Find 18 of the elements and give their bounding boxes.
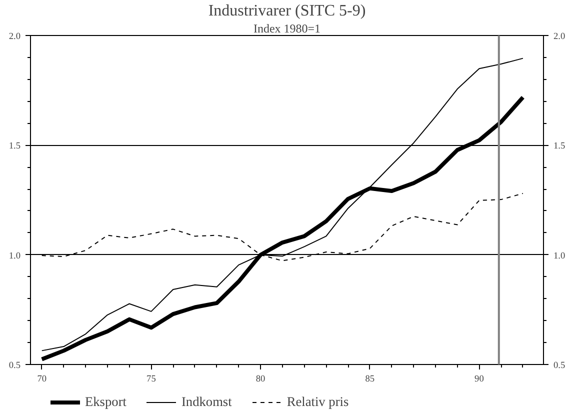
- y2-tick-label: 1.0: [554, 251, 566, 262]
- x-tick-label: 80: [256, 374, 266, 384]
- y2-tick-label: 1.5: [554, 142, 566, 152]
- x-tick-label: 85: [365, 374, 375, 384]
- y2-tick-label: 2.0: [554, 32, 566, 42]
- legend-label: Eksport: [85, 394, 126, 410]
- x-tick-label: 90: [474, 374, 484, 384]
- y-tick-label: 0.5: [8, 361, 21, 371]
- y-tick-label: 2.0: [8, 32, 21, 42]
- x-tick-label: 70: [37, 374, 47, 384]
- legend-label: Relativ pris: [286, 394, 349, 410]
- y-tick-label: 1.0: [8, 251, 21, 262]
- legend-label: Indkomst: [181, 394, 232, 410]
- chart-title: Industrivarer (SITC 5-9): [208, 2, 366, 20]
- x-tick-label: 75: [146, 374, 156, 384]
- y-tick-label: 1.5: [8, 142, 21, 152]
- chart-subtitle: Index 1980=1: [253, 22, 321, 36]
- y2-tick-label: 0.5: [554, 361, 566, 371]
